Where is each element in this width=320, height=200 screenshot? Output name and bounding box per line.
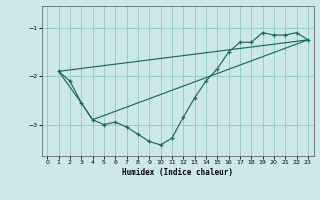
X-axis label: Humidex (Indice chaleur): Humidex (Indice chaleur) bbox=[122, 168, 233, 177]
